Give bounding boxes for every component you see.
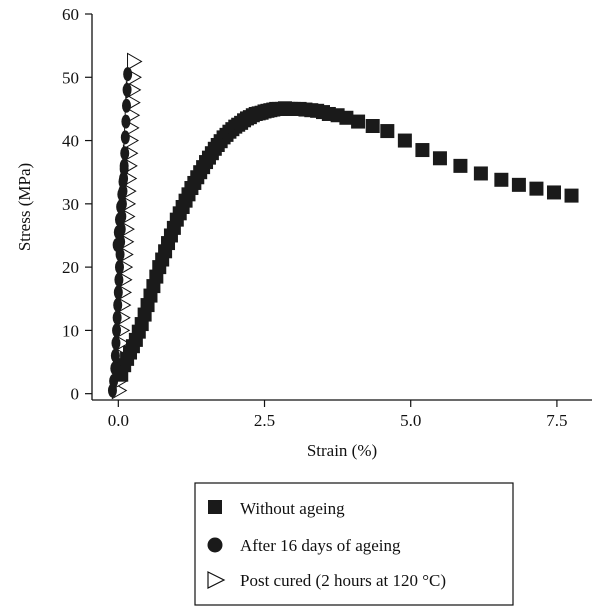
legend-label-after-16-days: After 16 days of ageing: [240, 536, 401, 555]
data-point-circle: [111, 336, 121, 351]
legend-label-post-cured: Post cured (2 hours at 120 °C): [240, 571, 446, 590]
data-point-circle: [117, 187, 127, 202]
data-point-square: [494, 172, 509, 187]
data-point-circle: [112, 323, 122, 338]
data-point-square: [380, 124, 395, 139]
y-tick-label: 60: [62, 5, 79, 24]
data-point-circle: [113, 285, 123, 300]
data-point-square: [351, 114, 366, 129]
data-point-circle: [118, 174, 128, 189]
data-point-square: [529, 181, 544, 196]
data-point-square: [511, 177, 526, 192]
series-circle: [107, 67, 133, 398]
data-point-square: [397, 133, 412, 148]
data-point-triangle: [127, 52, 143, 71]
data-point-circle: [112, 237, 122, 252]
legend-marker-circle: [207, 537, 223, 553]
data-point-circle: [114, 260, 124, 275]
data-point-circle: [119, 162, 129, 177]
y-tick-label: 50: [62, 68, 79, 87]
data-point-circle: [121, 114, 131, 129]
series-square: [114, 101, 579, 382]
data-point-circle: [114, 272, 124, 287]
data-point-square: [453, 158, 468, 173]
x-tick-label: 2.5: [254, 411, 275, 430]
data-point-square: [365, 119, 380, 134]
data-point-square: [546, 185, 561, 200]
data-point-circle: [122, 98, 132, 113]
y-tick-label: 0: [71, 385, 80, 404]
x-tick-label: 0.0: [108, 411, 129, 430]
legend-label-without-ageing: Without ageing: [240, 499, 345, 518]
x-tick-label: 5.0: [400, 411, 421, 430]
y-tick-label: 30: [62, 195, 79, 214]
data-point-circle: [113, 225, 123, 240]
y-tick-label: 40: [62, 132, 79, 151]
legend-marker-triangle: [207, 571, 226, 589]
y-tick-label: 20: [62, 258, 79, 277]
data-point-square: [415, 143, 430, 158]
x-axis-title: Strain (%): [307, 441, 377, 460]
y-tick-label: 10: [62, 321, 79, 340]
data-point-circle: [112, 310, 122, 325]
axes: 0.0 2.5 5.0 7.5 0 10 20 30 40 50 60: [62, 5, 592, 430]
x-tick-label: 7.5: [546, 411, 567, 430]
data-point-circle: [122, 82, 132, 97]
plot-area: [107, 52, 579, 400]
data-point-square: [432, 151, 447, 166]
data-point-circle: [120, 130, 130, 145]
data-point-square: [564, 188, 579, 203]
legend-box: [194, 482, 514, 606]
data-point-circle: [114, 212, 124, 227]
y-axis-title: Stress (MPa): [15, 163, 34, 251]
data-point-circle: [116, 200, 126, 214]
legend-marker-square: [208, 500, 222, 514]
data-point-circle: [120, 146, 130, 161]
data-point-circle: [113, 298, 123, 313]
data-point-circle: [123, 67, 133, 82]
legend: Without ageing After 16 days of ageing P…: [194, 482, 514, 606]
data-point-square: [473, 166, 488, 181]
data-point-square: [339, 110, 354, 125]
